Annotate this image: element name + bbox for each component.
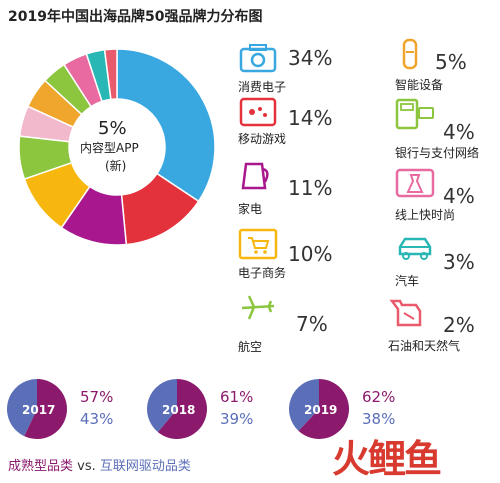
year-label: 2019	[304, 403, 338, 417]
mature-percent: 61%	[220, 388, 254, 406]
category-label: 航空	[238, 340, 263, 354]
category-percent: 7%	[296, 312, 328, 336]
category-label: 电子商务	[238, 266, 287, 280]
car-icon	[398, 237, 432, 260]
year-2019-split: 2019 62% 38%	[288, 378, 395, 444]
category-label: 家电	[238, 202, 263, 216]
dress-icon	[395, 168, 435, 198]
category-label: 石油和天然气	[388, 339, 461, 353]
category-percent: 11%	[288, 176, 333, 200]
brand-logo: 火鲤鱼	[332, 437, 442, 481]
year-pie	[289, 379, 349, 439]
kettle-icon	[241, 162, 269, 190]
shopping-cart-icon	[238, 228, 278, 260]
category-label: 消费电子	[238, 80, 287, 94]
internet-percent: 39%	[220, 410, 254, 428]
category-percent: 4%	[443, 120, 475, 144]
internet-slice	[7, 379, 37, 437]
chart-title: 2019年中国出海品牌50强品牌力分布图	[8, 9, 263, 25]
mature-percent: 57%	[80, 388, 114, 406]
mature-slice	[24, 379, 67, 439]
category-label: 线上快时尚	[395, 208, 456, 222]
year-pie	[147, 379, 207, 439]
mature-percent: 62%	[362, 388, 396, 406]
legend-footer: 成熟型品类 vs. 互联网驱动品类	[8, 455, 191, 474]
center-label: 内容型APP	[80, 141, 139, 155]
donut-slice-0	[116, 48, 216, 203]
legend-vs: vs.	[77, 459, 96, 474]
airplane-icon	[241, 295, 275, 320]
year-label: 2017	[22, 403, 56, 417]
category-label: 汽车	[395, 274, 420, 288]
game-phone-icon	[239, 97, 277, 127]
center-percent: 5%	[98, 118, 127, 139]
category-label: 银行与支付网络	[395, 146, 480, 160]
category-percent: 4%	[443, 184, 475, 208]
internet-percent: 43%	[80, 410, 114, 428]
mature-slice	[157, 379, 207, 439]
category-percent: 2%	[443, 313, 475, 337]
smart-speaker-icon	[402, 38, 418, 70]
donut-slice-10	[103, 48, 118, 101]
legend-mature: 成熟型品类	[8, 459, 74, 474]
fuel-can-icon	[389, 299, 422, 327]
category-label: 移动游戏	[238, 132, 287, 146]
internet-slice	[147, 379, 177, 433]
year-label: 2018	[162, 403, 196, 417]
year-2017-split: 2017 57% 43%	[6, 378, 113, 444]
category-percent: 10%	[288, 242, 333, 266]
internet-slice	[289, 379, 319, 431]
donut-chart	[18, 48, 216, 246]
category-percent: 34%	[288, 46, 333, 70]
category-label: 智能设备	[395, 78, 444, 92]
camera-icon	[239, 44, 277, 73]
category-percent: 5%	[435, 50, 467, 74]
legend-internet: 互联网驱动品类	[99, 459, 191, 474]
category-percent: 3%	[443, 250, 475, 274]
year-2018-split: 2018 61% 39%	[146, 378, 253, 444]
center-note: (新)	[105, 159, 127, 173]
internet-percent: 38%	[362, 410, 396, 428]
pos-terminal-icon	[395, 98, 434, 130]
mature-slice	[298, 379, 349, 439]
year-pie	[7, 379, 67, 439]
category-percent: 14%	[288, 106, 333, 130]
